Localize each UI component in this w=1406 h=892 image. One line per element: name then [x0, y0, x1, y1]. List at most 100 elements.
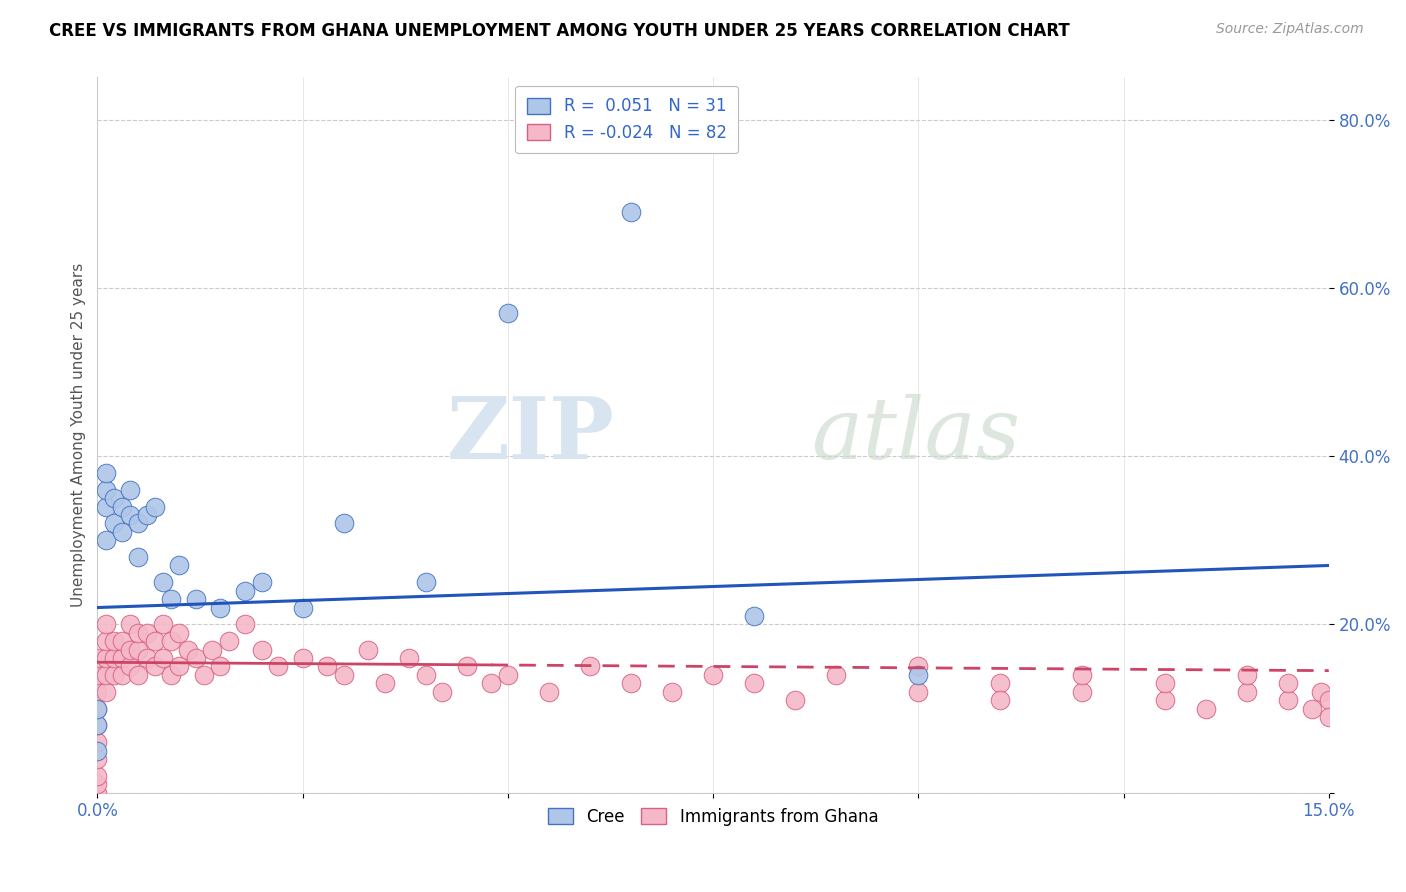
Point: [111, 651, 134, 665]
Point: [86, 701, 108, 715]
Point: [143, 634, 166, 648]
Point: [742, 609, 765, 624]
Point: [135, 651, 157, 665]
Point: [218, 634, 240, 648]
Point: [742, 676, 765, 690]
Point: [1277, 693, 1299, 707]
Point: [209, 659, 232, 673]
Point: [86, 668, 108, 682]
Point: [120, 659, 142, 673]
Point: [111, 500, 134, 514]
Point: [1153, 676, 1175, 690]
Point: [135, 625, 157, 640]
Point: [250, 642, 273, 657]
Point: [785, 693, 807, 707]
Point: [120, 617, 142, 632]
Point: [193, 668, 215, 682]
Point: [1277, 676, 1299, 690]
Point: [135, 508, 157, 522]
Point: [357, 642, 380, 657]
Point: [481, 676, 503, 690]
Point: [233, 583, 256, 598]
Point: [169, 558, 191, 573]
Point: [1071, 684, 1094, 698]
Point: [250, 575, 273, 590]
Point: [415, 668, 437, 682]
Point: [825, 668, 848, 682]
Point: [1317, 693, 1340, 707]
Point: [86, 752, 108, 766]
Point: [94, 500, 117, 514]
Point: [86, 743, 108, 757]
Point: [103, 651, 125, 665]
Point: [291, 651, 314, 665]
Point: [374, 676, 396, 690]
Point: [456, 659, 478, 673]
Point: [907, 659, 929, 673]
Point: [94, 533, 117, 548]
Point: [332, 516, 354, 531]
Point: [1153, 693, 1175, 707]
Point: [160, 592, 183, 607]
Point: [496, 306, 519, 320]
Point: [332, 668, 354, 682]
Point: [94, 617, 117, 632]
Point: [120, 508, 142, 522]
Point: [1236, 668, 1258, 682]
Point: [496, 668, 519, 682]
Point: [86, 718, 108, 732]
Point: [94, 684, 117, 698]
Point: [143, 659, 166, 673]
Point: [86, 718, 108, 732]
Point: [415, 575, 437, 590]
Point: [86, 777, 108, 791]
Point: [86, 769, 108, 783]
Text: CREE VS IMMIGRANTS FROM GHANA UNEMPLOYMENT AMONG YOUTH UNDER 25 YEARS CORRELATIO: CREE VS IMMIGRANTS FROM GHANA UNEMPLOYME…: [49, 22, 1070, 40]
Point: [160, 634, 183, 648]
Point: [120, 483, 142, 497]
Point: [1301, 701, 1323, 715]
Point: [990, 676, 1012, 690]
Text: ZIP: ZIP: [447, 393, 614, 477]
Point: [111, 634, 134, 648]
Point: [94, 634, 117, 648]
Point: [86, 735, 108, 749]
Point: [184, 592, 207, 607]
Point: [103, 634, 125, 648]
Point: [94, 483, 117, 497]
Point: [1236, 684, 1258, 698]
Point: [209, 600, 232, 615]
Point: [201, 642, 224, 657]
Point: [430, 684, 453, 698]
Text: Source: ZipAtlas.com: Source: ZipAtlas.com: [1216, 22, 1364, 37]
Point: [94, 466, 117, 480]
Point: [127, 516, 149, 531]
Point: [169, 659, 191, 673]
Point: [1071, 668, 1094, 682]
Text: atlas: atlas: [811, 393, 1021, 476]
Point: [398, 651, 420, 665]
Point: [537, 684, 560, 698]
Point: [111, 524, 134, 539]
Point: [111, 668, 134, 682]
Point: [267, 659, 290, 673]
Point: [143, 500, 166, 514]
Point: [152, 617, 174, 632]
Point: [316, 659, 339, 673]
Point: [907, 684, 929, 698]
Point: [184, 651, 207, 665]
Point: [152, 575, 174, 590]
Point: [990, 693, 1012, 707]
Point: [907, 668, 929, 682]
Point: [94, 651, 117, 665]
Point: [127, 642, 149, 657]
Point: [291, 600, 314, 615]
Point: [620, 676, 643, 690]
Y-axis label: Unemployment Among Youth under 25 years: Unemployment Among Youth under 25 years: [72, 263, 86, 607]
Point: [127, 625, 149, 640]
Point: [661, 684, 683, 698]
Point: [127, 668, 149, 682]
Point: [86, 786, 108, 800]
Point: [152, 651, 174, 665]
Point: [1194, 701, 1216, 715]
